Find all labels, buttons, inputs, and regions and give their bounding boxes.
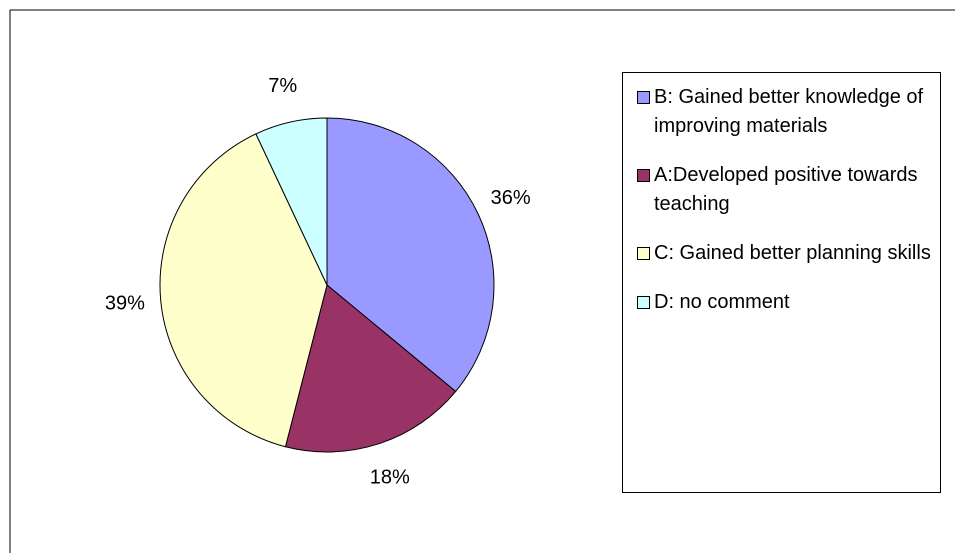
value-label: 36% xyxy=(491,187,531,209)
legend-swatch xyxy=(637,247,650,260)
pie-slice xyxy=(326,117,495,393)
legend-swatch xyxy=(637,169,650,182)
legend-label: C: Gained better planning skills xyxy=(654,242,931,264)
value-label: 18% xyxy=(370,466,410,488)
legend-entry: B: Gained better knowledge of improving … xyxy=(637,83,936,141)
value-label: 7% xyxy=(268,75,297,97)
legend-label: D: no comment xyxy=(654,291,790,313)
pie-slice xyxy=(255,117,328,286)
pie-slice xyxy=(284,284,457,453)
legend-label: A:Developed positive towards teaching xyxy=(654,164,918,215)
legend-swatch xyxy=(637,296,650,309)
pie-slice xyxy=(159,133,328,448)
legend-entry: C: Gained better planning skills xyxy=(637,239,936,268)
legend-entry: A:Developed positive towards teaching xyxy=(637,161,936,219)
legend-swatch xyxy=(637,91,650,104)
legend: B: Gained better knowledge of improving … xyxy=(622,72,941,493)
legend-label: B: Gained better knowledge of improving … xyxy=(654,86,924,137)
value-label: 39% xyxy=(105,292,145,314)
legend-entry: D: no comment xyxy=(637,288,936,317)
